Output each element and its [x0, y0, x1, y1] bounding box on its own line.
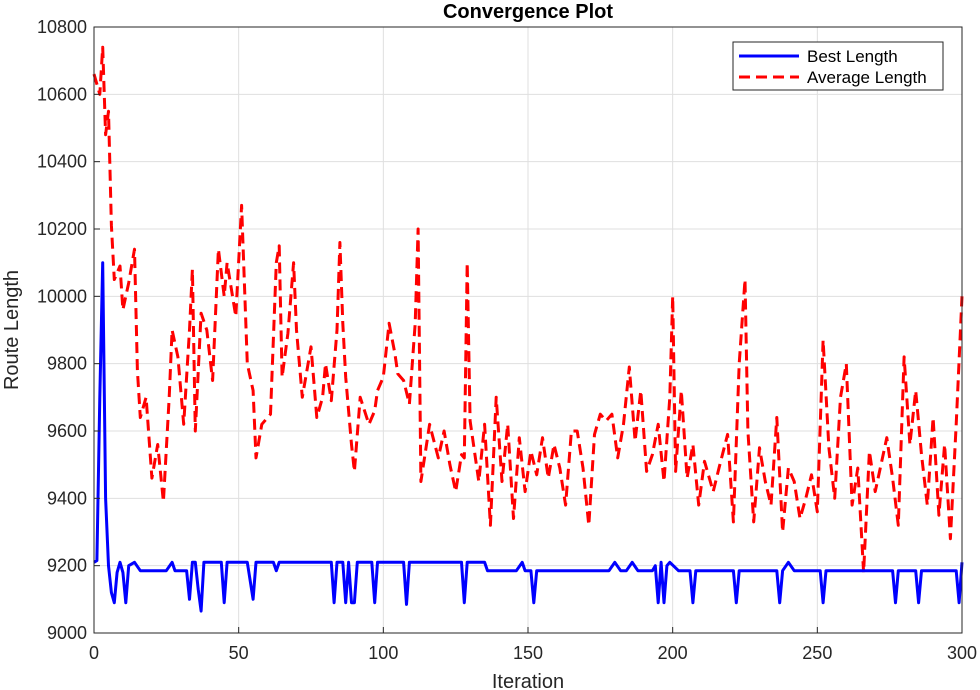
- y-tick-label: 9400: [47, 488, 87, 508]
- chart-title: Convergence Plot: [443, 1, 613, 23]
- x-tick-label: 250: [802, 643, 832, 663]
- legend-label-best-length: Best Length: [807, 47, 898, 66]
- y-tick-label: 9800: [47, 354, 87, 374]
- y-tick-label: 9200: [47, 556, 87, 576]
- x-axis-label: Iteration: [492, 671, 564, 690]
- x-tick-label: 150: [513, 643, 543, 663]
- y-axis-label: Route Length: [1, 270, 23, 390]
- y-tick-label: 10400: [37, 152, 87, 172]
- series-line-average-length: [92, 45, 964, 574]
- axis-ticks: 0 50 100 150 200 250 300 9000 9200 9400 9600 9800 10…: [37, 17, 977, 663]
- x-tick-label: 50: [229, 643, 249, 663]
- y-tick-label: 9000: [47, 623, 87, 643]
- legend: Best Length Average Length: [732, 41, 944, 91]
- series-line-best-length: [93, 261, 964, 613]
- plot-series: [92, 45, 964, 613]
- legend-label-average-length: Average Length: [807, 68, 927, 87]
- x-tick-label: 100: [368, 643, 398, 663]
- legend-box: [732, 41, 944, 91]
- grid: [93, 26, 963, 634]
- y-tick-label: 10200: [37, 219, 87, 239]
- x-tick-label: 200: [658, 643, 688, 663]
- y-tick-label: 9600: [47, 421, 87, 441]
- y-tick-label: 10000: [37, 286, 87, 306]
- x-tick-label: 300: [947, 643, 977, 663]
- y-tick-label: 10800: [37, 17, 87, 37]
- y-tick-label: 10600: [37, 84, 87, 104]
- x-tick-label: 0: [89, 643, 99, 663]
